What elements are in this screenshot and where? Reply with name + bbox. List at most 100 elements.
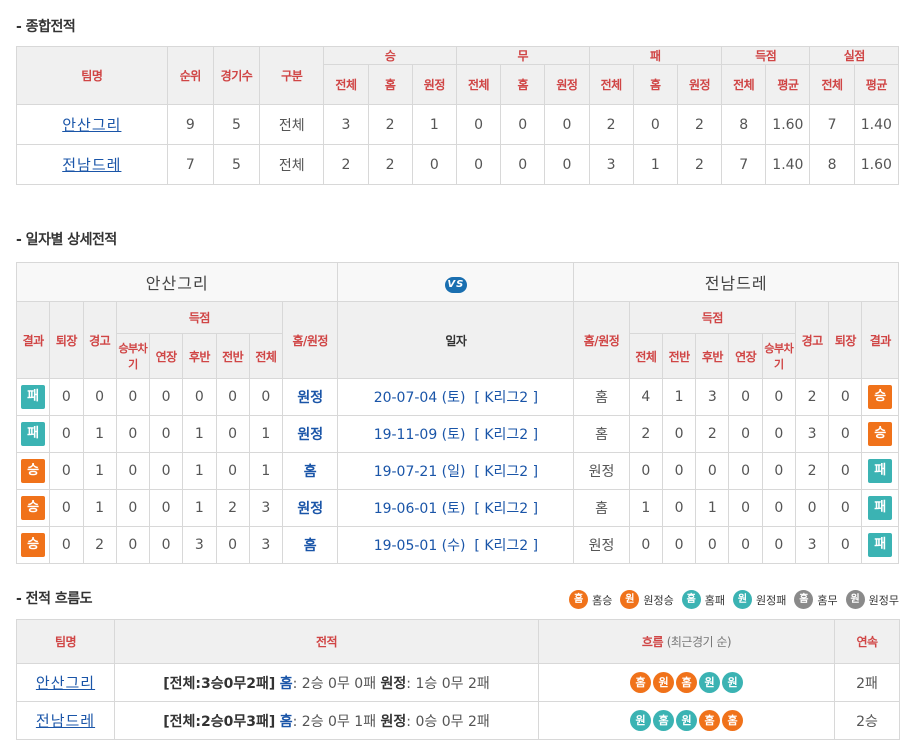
right-stat-cell: 0 xyxy=(661,452,697,490)
header-et-right: 연장 xyxy=(728,333,763,379)
match-league: [ K리그2 ] xyxy=(474,538,539,554)
left-stat-cell: 0 xyxy=(148,452,184,490)
right-result-cell: 승 xyxy=(861,415,899,453)
overall-team-cell: 안산그리 xyxy=(16,104,168,145)
vs-icon: VS xyxy=(444,276,467,293)
flow-header-flow-note: (최근경기 순) xyxy=(666,635,732,649)
right-stat-cell: 3 xyxy=(695,378,730,416)
left-stat-cell: 0 xyxy=(115,452,151,490)
right-stat-cell: 3 xyxy=(794,526,830,564)
right-homeaway: 홈 xyxy=(573,489,630,527)
right-stat-cell: 2 xyxy=(628,415,663,453)
left-stat-cell: 1 xyxy=(248,415,284,453)
right-stat-cell: 0 xyxy=(628,452,663,490)
flow-row: 전남드레 [전체:2승0무3패] 홈: 2승 0무 1패 원정: 0승 0무 2패… xyxy=(16,701,900,740)
header-score-left: 득점 xyxy=(115,301,284,334)
overall-l-cell: 2 xyxy=(676,104,723,145)
left-result-badge: 승 xyxy=(21,459,46,483)
right-stat-cell: 0 xyxy=(661,489,697,527)
flow-team-cell: 전남드레 xyxy=(16,701,115,740)
right-stat-cell: 0 xyxy=(828,452,863,490)
overall-ga-cell: 7 xyxy=(809,104,855,145)
left-homeaway: 원정 xyxy=(281,378,339,416)
left-stat-cell: 3 xyxy=(182,526,217,564)
right-stat-cell: 0 xyxy=(828,378,863,416)
flow-result-icon: 홈 xyxy=(722,710,743,731)
right-stat-cell: 0 xyxy=(761,489,796,527)
left-stat-cell: 0 xyxy=(115,489,151,527)
flow-header-record: 전적 xyxy=(114,619,539,664)
detail-right-team: 전남드레 xyxy=(573,262,899,302)
detail-left-team: 안산그리 xyxy=(15,262,339,302)
overall-d-cell: 0 xyxy=(455,104,502,145)
left-stat-cell: 1 xyxy=(182,489,217,527)
header-draw: 무 xyxy=(455,46,590,65)
header-team: 팀명 xyxy=(16,46,168,105)
team-link[interactable]: 안산그리 xyxy=(35,674,96,692)
team-link[interactable]: 전남드레 xyxy=(35,712,96,730)
header-warning-left: 경고 xyxy=(82,301,117,379)
overall-w-cell: 3 xyxy=(323,104,369,145)
detail-row: 승 0 2 0 0 3 0 3 홈 19-05-01 (수) [ K리그2 ] 원정 0 0 0 0 0 3 0 패 xyxy=(15,526,899,564)
left-stat-cell: 0 xyxy=(215,415,250,453)
left-stat-cell: 2 xyxy=(82,526,117,564)
overall-ga-cell: 1.40 xyxy=(853,104,900,145)
right-result-badge: 승 xyxy=(868,385,893,409)
header-win-away: 원정 xyxy=(411,64,457,105)
overall-d-cell: 0 xyxy=(500,144,546,185)
right-stat-cell: 0 xyxy=(828,526,863,564)
flow-result-icon: 원 xyxy=(653,672,674,693)
legend-label: 원정무 xyxy=(868,593,899,607)
overall-team-cell: 전남드레 xyxy=(16,144,168,185)
right-homeaway: 원정 xyxy=(573,452,630,490)
match-league: [ K리그2 ] xyxy=(474,390,539,406)
record-home: : 2승 0무 1패 xyxy=(292,713,377,730)
overall-l-cell: 1 xyxy=(632,144,678,185)
legend-label: 홈패 xyxy=(704,593,725,607)
left-stat-cell: 0 xyxy=(148,526,184,564)
left-result-badge: 패 xyxy=(21,385,46,409)
overall-gf-cell: 8 xyxy=(721,104,767,145)
left-homeaway: 홈 xyxy=(281,526,339,564)
legend-4-icon: 홈 xyxy=(794,590,814,609)
header-kind: 구분 xyxy=(259,46,325,105)
header-sendoff-right: 퇴장 xyxy=(828,301,863,379)
overall-rank: 9 xyxy=(166,104,214,145)
header-pk-left: 승부차기 xyxy=(115,333,151,379)
left-stat-cell: 0 xyxy=(49,526,84,564)
overall-kind: 전체 xyxy=(259,144,325,185)
team-link[interactable]: 안산그리 xyxy=(62,116,122,134)
right-homeaway: 홈 xyxy=(573,415,630,453)
right-stat-cell: 0 xyxy=(761,415,796,453)
team-link[interactable]: 전남드레 xyxy=(62,156,122,174)
header-loss-away: 원정 xyxy=(676,64,723,105)
flow-team-cell: 안산그리 xyxy=(16,663,115,702)
right-stat-cell: 0 xyxy=(661,526,697,564)
right-result-badge: 패 xyxy=(868,459,893,483)
overall-w-cell: 1 xyxy=(411,104,457,145)
flow-result-icon: 원 xyxy=(630,710,651,731)
right-stat-cell: 2 xyxy=(794,378,830,416)
header-rank: 순위 xyxy=(166,46,214,105)
match-date-cell: 19-06-01 (토) [ K리그2 ] xyxy=(337,489,575,527)
left-result-badge: 승 xyxy=(21,533,46,557)
right-stat-cell: 3 xyxy=(794,415,830,453)
header-homeaway-left: 홈/원정 xyxy=(281,301,339,379)
header-gf-avg: 평균 xyxy=(765,64,811,105)
record-away-label: 원정 xyxy=(380,675,407,692)
header-homeaway-right: 홈/원정 xyxy=(573,301,630,379)
overall-record-table: 팀명 순위 경기수 구분 승 무 패 득점 실점 전체 홈 원정 전체 홈 원정… xyxy=(16,46,900,185)
flow-row: 안산그리 [전체:3승0무2패] 홈: 2승 0무 0패 원정: 1승 0무 2패… xyxy=(16,663,900,702)
overall-ga-cell: 8 xyxy=(809,144,855,185)
right-stat-cell: 1 xyxy=(695,489,730,527)
flow-result-icon: 원 xyxy=(699,672,720,693)
overall-d-cell: 0 xyxy=(455,144,502,185)
right-homeaway: 홈 xyxy=(573,378,630,416)
match-date: 19-07-21 (일) xyxy=(373,464,466,480)
right-stat-cell: 0 xyxy=(695,452,730,490)
right-stat-cell: 0 xyxy=(828,489,863,527)
detail-row: 승 0 1 0 0 1 2 3 원정 19-06-01 (토) [ K리그2 ] 홈 1 0 1 0 0 0 0 패 xyxy=(15,489,899,527)
left-stat-cell: 0 xyxy=(49,378,84,416)
overall-rank: 7 xyxy=(166,144,214,185)
